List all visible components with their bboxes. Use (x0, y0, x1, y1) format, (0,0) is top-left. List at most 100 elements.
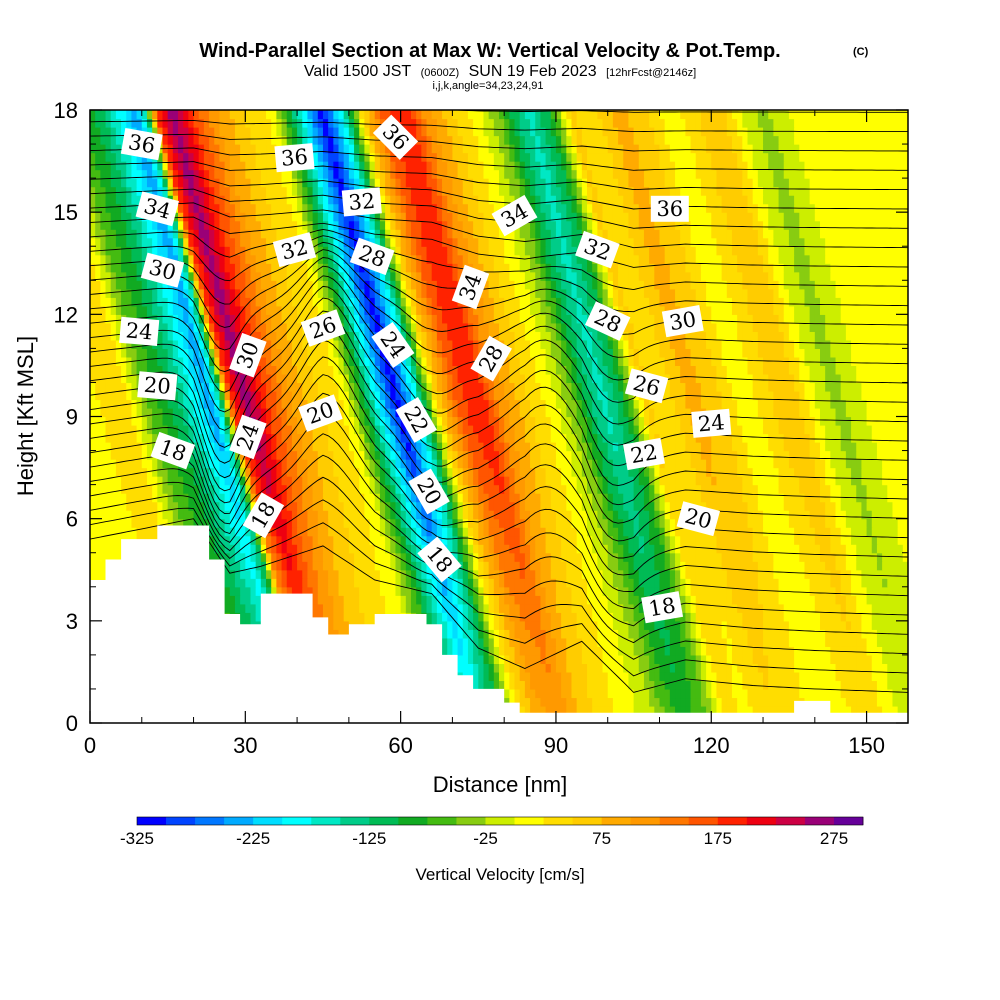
velocity-cell (509, 663, 516, 673)
velocity-cell (581, 705, 588, 716)
subtitle-date: SUN 19 Feb 2023 (469, 63, 597, 80)
velocity-cell (240, 527, 246, 537)
velocity-cell (830, 637, 837, 647)
velocity-cell (90, 467, 96, 477)
velocity-cell (457, 467, 464, 477)
velocity-cell (421, 561, 428, 571)
velocity-cell (866, 663, 873, 673)
velocity-cell (281, 527, 288, 537)
velocity-cell (825, 612, 831, 622)
velocity-cell (447, 459, 454, 469)
velocity-cell (747, 697, 754, 707)
velocity-cell (467, 637, 474, 647)
velocity-cell (685, 620, 692, 630)
velocity-cell (576, 705, 583, 716)
velocity-cell (809, 459, 816, 469)
velocity-cell (819, 527, 826, 537)
velocity-cell (281, 569, 288, 579)
velocity-cell (752, 697, 759, 707)
velocity-cell (131, 510, 138, 520)
velocity-cell (716, 705, 723, 716)
velocity-cell (571, 510, 578, 520)
velocity-cell (126, 501, 133, 511)
velocity-cell (654, 484, 661, 494)
velocity-cell (897, 569, 904, 579)
velocity-cell (669, 705, 676, 716)
velocity-cell (752, 705, 759, 716)
velocity-cell (871, 637, 878, 647)
velocity-cell (483, 595, 490, 605)
velocity-cell (788, 527, 795, 537)
velocity-cell (473, 646, 479, 656)
velocity-cell (260, 586, 267, 596)
velocity-cell (271, 569, 277, 579)
velocity-cell (229, 518, 236, 528)
velocity-cell (530, 654, 536, 664)
velocity-cell (359, 476, 365, 486)
velocity-cell (524, 680, 531, 690)
velocity-cell (876, 586, 883, 596)
velocity-cell (638, 629, 645, 639)
velocity-cell (561, 603, 567, 613)
velocity-cell (887, 561, 894, 571)
velocity-cell (524, 561, 531, 571)
velocity-cell (747, 484, 754, 494)
velocity-cell (317, 493, 324, 503)
velocity-cell (157, 518, 164, 528)
velocity-cell (250, 578, 257, 588)
velocity-cell (509, 561, 516, 571)
velocity-cell (845, 476, 852, 486)
velocity-cell (348, 459, 355, 469)
velocity-cell (675, 688, 681, 699)
velocity-cell (840, 459, 847, 469)
velocity-cell (178, 484, 184, 494)
velocity-cell (524, 646, 531, 656)
velocity-cell (711, 586, 718, 596)
velocity-cell (260, 578, 267, 588)
velocity-cell (830, 578, 837, 588)
velocity-cell (561, 459, 567, 469)
velocity-cell (281, 459, 288, 469)
velocity-cell (861, 561, 868, 571)
velocity-cell (819, 569, 826, 579)
velocity-cell (307, 467, 314, 477)
velocity-cell (509, 637, 516, 647)
velocity-cell (742, 697, 749, 707)
velocity-cell (126, 493, 133, 503)
velocity-cell (794, 561, 800, 571)
velocity-cell (814, 535, 821, 545)
velocity-cell (623, 467, 630, 477)
velocity-cell (90, 527, 96, 537)
velocity-cell (623, 705, 630, 716)
velocity-cell (297, 561, 303, 571)
velocity-cell (271, 535, 277, 545)
velocity-cell (866, 527, 873, 537)
velocity-cell (581, 552, 588, 562)
velocity-cell (462, 561, 469, 571)
velocity-cell (535, 459, 542, 469)
velocity-cell (385, 518, 391, 528)
velocity-cell (493, 637, 500, 647)
velocity-cell (788, 518, 795, 528)
velocity-cell (328, 629, 334, 639)
velocity-cell (892, 603, 899, 613)
velocity-cell (638, 569, 645, 579)
velocity-cell (871, 680, 878, 690)
velocity-cell (312, 484, 319, 494)
velocity-cell (354, 493, 360, 503)
velocity-cell (224, 578, 231, 588)
velocity-cell (152, 518, 158, 528)
velocity-cell (607, 569, 614, 579)
velocity-cell (416, 595, 422, 605)
velocity-cell (535, 578, 542, 588)
velocity-cell (436, 459, 443, 469)
velocity-cell (887, 467, 894, 477)
velocity-cell (540, 671, 547, 682)
velocity-cell (359, 527, 365, 537)
velocity-cell (555, 646, 562, 656)
velocity-cell (322, 595, 329, 605)
velocity-cell (400, 450, 407, 460)
velocity-cell (209, 476, 215, 486)
velocity-cell (100, 476, 107, 486)
velocity-cell (887, 476, 894, 486)
